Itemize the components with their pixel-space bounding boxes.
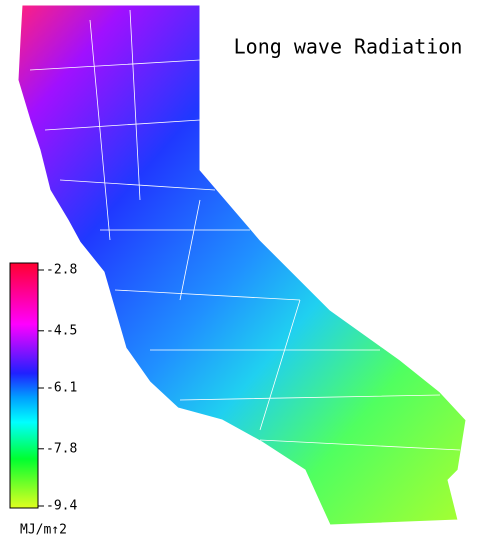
colorbar-unit: MJ/m↑2 — [20, 523, 67, 538]
colorbar-tick-label: -2.8 — [46, 263, 77, 278]
colorbar-tick-label: -4.5 — [46, 323, 77, 338]
map-title: Long wave Radiation — [234, 35, 463, 59]
colorbar-tick-label: -7.8 — [46, 441, 77, 456]
colorbar-tick-label: -6.1 — [46, 381, 77, 396]
california-outline — [17, 4, 467, 526]
colorbar-tick-label: -9.4 — [46, 499, 77, 514]
county-lines — [29, 9, 461, 451]
colorbar — [9, 262, 39, 509]
